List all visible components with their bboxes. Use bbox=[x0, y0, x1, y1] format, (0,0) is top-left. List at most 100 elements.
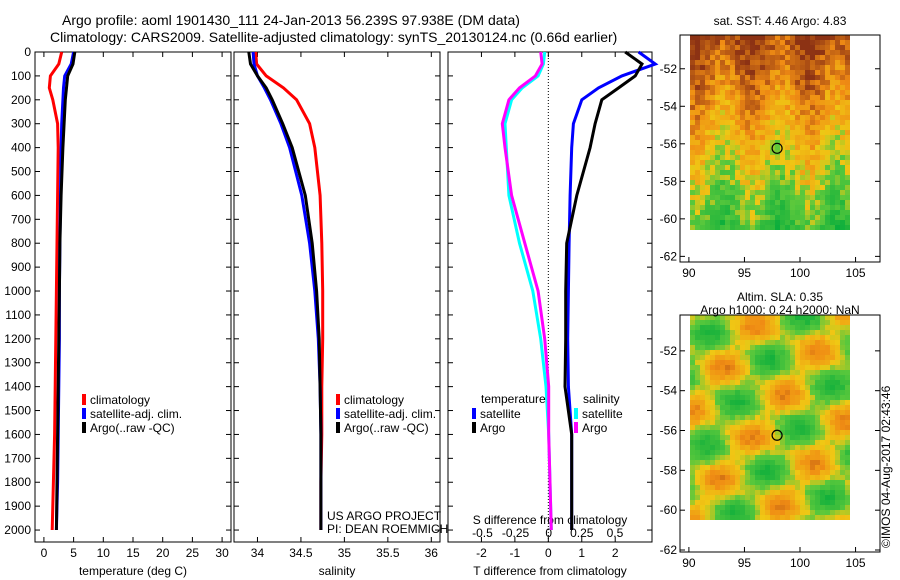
map-cell bbox=[750, 440, 755, 445]
map-cell bbox=[740, 490, 745, 495]
map-cell bbox=[725, 145, 730, 150]
map-cell bbox=[805, 440, 810, 445]
map-cell bbox=[700, 340, 705, 345]
map-cell bbox=[735, 370, 740, 375]
map-cell bbox=[705, 345, 710, 350]
map-cell bbox=[830, 470, 835, 475]
map-cell bbox=[740, 150, 745, 155]
map-cell bbox=[745, 400, 750, 405]
map-cell bbox=[835, 225, 840, 230]
map-cell bbox=[715, 335, 720, 340]
map-cell bbox=[800, 375, 805, 380]
map-cell bbox=[750, 45, 755, 50]
map-cell bbox=[775, 380, 780, 385]
map-cell bbox=[775, 225, 780, 230]
x-tick-label: 105 bbox=[846, 266, 866, 280]
title-line-1: Argo profile: aoml 1901430_111 24-Jan-20… bbox=[62, 12, 520, 28]
map-cell bbox=[715, 515, 720, 520]
map-cell bbox=[820, 385, 825, 390]
map-cell bbox=[845, 505, 850, 510]
y-tick-label: 700 bbox=[11, 212, 31, 226]
map-cell bbox=[755, 485, 760, 490]
map-cell bbox=[840, 160, 845, 165]
map-cell bbox=[755, 120, 760, 125]
map-cell bbox=[795, 85, 800, 90]
map-cell bbox=[810, 485, 815, 490]
map-cell bbox=[770, 315, 775, 320]
map-cell bbox=[775, 455, 780, 460]
map-cell bbox=[825, 495, 830, 500]
map-cell bbox=[845, 455, 850, 460]
map-cell bbox=[740, 330, 745, 335]
map-cell bbox=[715, 445, 720, 450]
map-cell bbox=[815, 455, 820, 460]
map-cell bbox=[735, 390, 740, 395]
map-cell bbox=[790, 485, 795, 490]
map-cell bbox=[735, 405, 740, 410]
map-cell bbox=[790, 345, 795, 350]
map-cell bbox=[775, 440, 780, 445]
map-cell bbox=[820, 345, 825, 350]
map-cell bbox=[830, 215, 835, 220]
map-cell bbox=[750, 465, 755, 470]
map-cell bbox=[820, 165, 825, 170]
map-cell bbox=[815, 90, 820, 95]
map-cell bbox=[720, 425, 725, 430]
map-cell bbox=[750, 95, 755, 100]
map-cell bbox=[795, 475, 800, 480]
map-cell bbox=[755, 85, 760, 90]
map-cell bbox=[780, 350, 785, 355]
map-cell bbox=[735, 330, 740, 335]
map-cell bbox=[805, 400, 810, 405]
map-cell bbox=[710, 180, 715, 185]
legend-label: Argo bbox=[480, 421, 506, 435]
map-cell bbox=[825, 65, 830, 70]
map-cell bbox=[845, 100, 850, 105]
map-cell bbox=[795, 145, 800, 150]
map-cell bbox=[710, 75, 715, 80]
legend-swatch bbox=[472, 422, 476, 433]
map-cell bbox=[835, 110, 840, 115]
map-cell bbox=[745, 505, 750, 510]
map-cell bbox=[835, 180, 840, 185]
map-cell bbox=[695, 325, 700, 330]
map-cell bbox=[760, 470, 765, 475]
map-cell bbox=[830, 405, 835, 410]
map-cell bbox=[690, 335, 695, 340]
map-cell bbox=[840, 370, 845, 375]
map-cell bbox=[710, 475, 715, 480]
map-cell bbox=[725, 455, 730, 460]
map-cell bbox=[730, 60, 735, 65]
map-cell bbox=[705, 515, 710, 520]
map-cell bbox=[825, 345, 830, 350]
map-cell bbox=[780, 325, 785, 330]
map-cell bbox=[845, 515, 850, 520]
map-cell bbox=[710, 145, 715, 150]
map-cell bbox=[800, 395, 805, 400]
map-cell bbox=[795, 430, 800, 435]
map-cell bbox=[740, 430, 745, 435]
map-cell bbox=[720, 210, 725, 215]
map-cell bbox=[785, 405, 790, 410]
map-cell bbox=[840, 355, 845, 360]
map-cell bbox=[805, 360, 810, 365]
map-cell bbox=[810, 425, 815, 430]
map-cell bbox=[760, 70, 765, 75]
map-cell bbox=[710, 90, 715, 95]
map-cell bbox=[720, 215, 725, 220]
map-cell bbox=[840, 135, 845, 140]
map-cell bbox=[760, 395, 765, 400]
map-cell bbox=[820, 450, 825, 455]
map-cell bbox=[810, 190, 815, 195]
map-cell bbox=[770, 225, 775, 230]
series-line-temperature-argo bbox=[563, 50, 644, 530]
map-cell bbox=[695, 115, 700, 120]
map-cell bbox=[820, 475, 825, 480]
map-cell bbox=[765, 450, 770, 455]
map-cell bbox=[700, 210, 705, 215]
map-cell bbox=[705, 360, 710, 365]
map-cell bbox=[790, 215, 795, 220]
map-cell bbox=[810, 110, 815, 115]
map-cell bbox=[845, 180, 850, 185]
map-cell bbox=[780, 425, 785, 430]
